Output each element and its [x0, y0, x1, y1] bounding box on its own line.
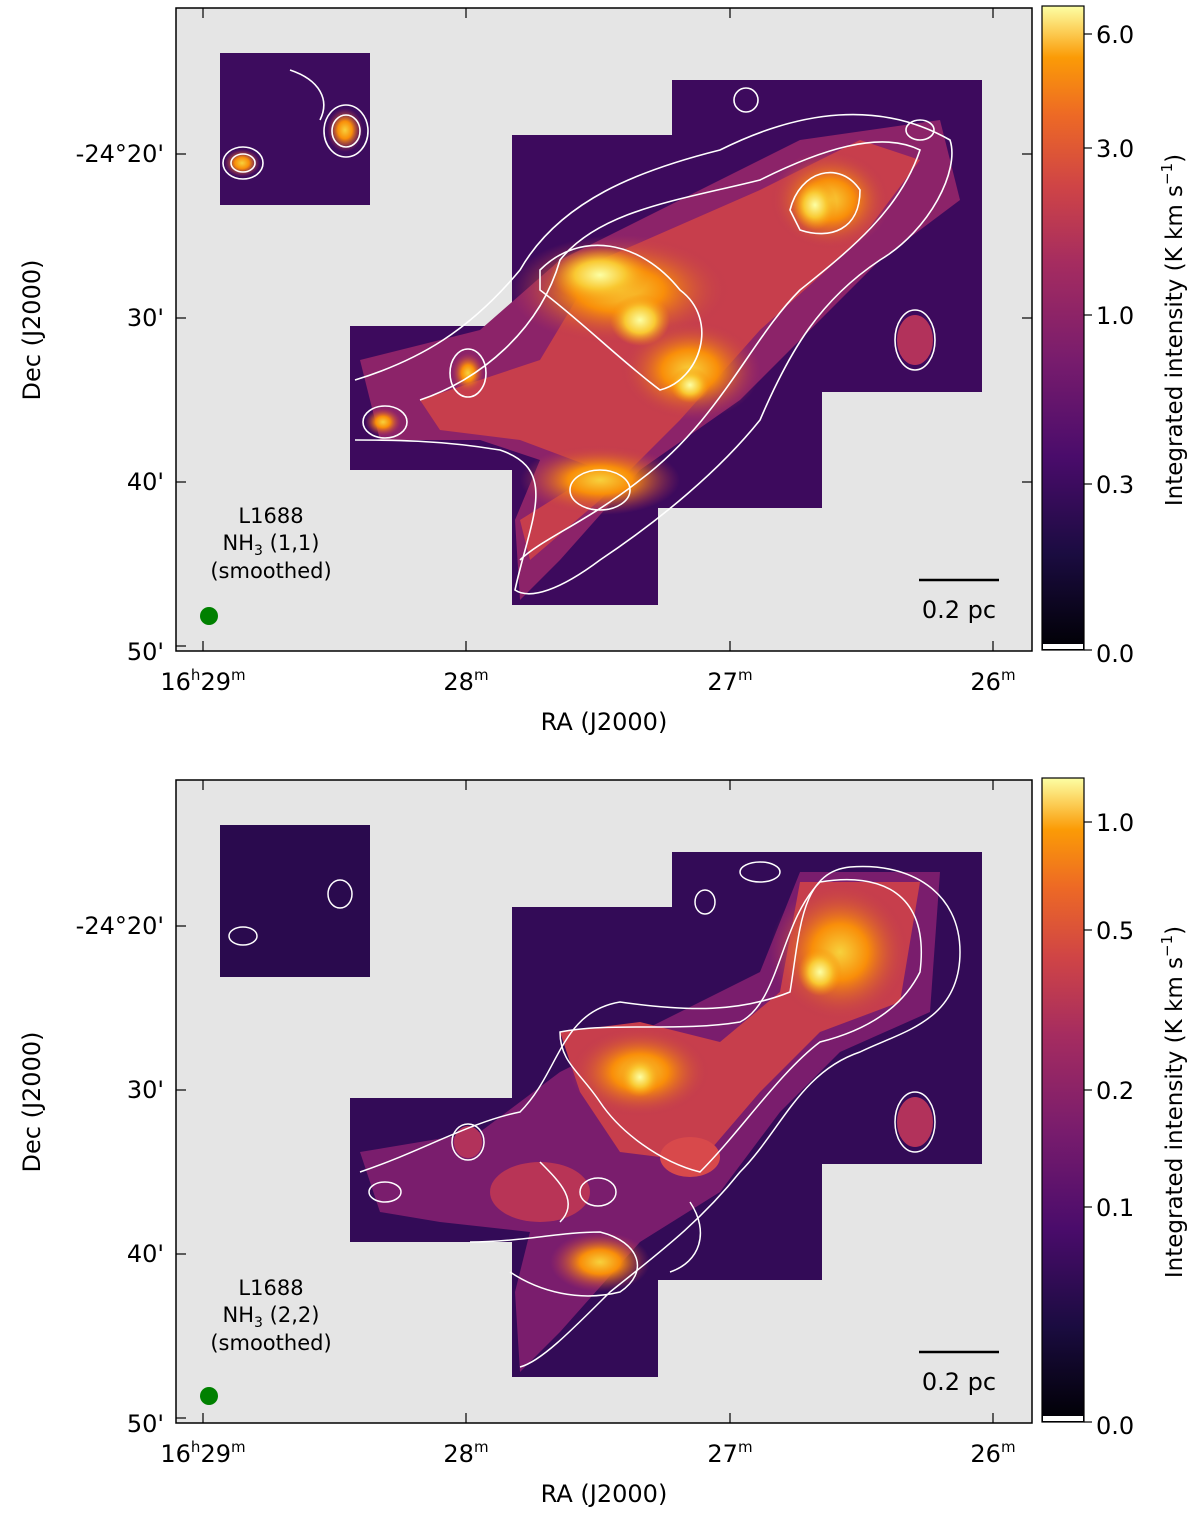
y-tick-label: 50' — [127, 638, 164, 666]
contours — [222, 69, 953, 595]
y-tick-label: -24°20' — [76, 140, 164, 168]
colorbar-label: Integrated intensity (K km s−1) — [1158, 154, 1188, 506]
y-axis-label: Dec (J2000) — [18, 1032, 46, 1173]
colorbar — [1041, 777, 1085, 1423]
colorbar — [1041, 5, 1085, 651]
y-tick-label: 50' — [127, 1410, 164, 1438]
scale-bar-label: 0.2 pc — [922, 596, 996, 624]
colorbar-tick: 0.3 — [1096, 471, 1134, 499]
x-tick-label: 16h29m — [160, 666, 245, 696]
x-tick-label: 28m — [443, 666, 488, 696]
panel-svg: 0.2 pc L1688 NH3 (2,2) (smoothed) 16h29m… — [18, 777, 1188, 1508]
x-axis-label: RA (J2000) — [541, 708, 668, 736]
x-tick-label: 16h29m — [160, 1438, 245, 1468]
x-tick-label: 27m — [707, 666, 752, 696]
label-smoothed: (smoothed) — [210, 559, 331, 583]
beam-marker — [200, 607, 218, 625]
colorbar-tick: 0.2 — [1096, 1077, 1134, 1105]
x-tick-label: 26m — [970, 666, 1015, 696]
intensity-map — [220, 53, 982, 605]
x-axis-label: RA (J2000) — [541, 1480, 668, 1508]
colorbar-tick: 1.0 — [1096, 302, 1134, 330]
y-tick-label: 40' — [127, 1240, 164, 1268]
tick-marks — [176, 780, 994, 1423]
colorbar-tick: 0.0 — [1096, 640, 1134, 668]
x-tick-label: 26m — [970, 1438, 1015, 1468]
label-transition: NH3 (2,2) — [223, 1303, 320, 1331]
colorbar-tick: 0.1 — [1096, 1194, 1134, 1222]
label-transition: NH3 (1,1) — [223, 531, 320, 559]
scale-bar-label: 0.2 pc — [922, 1368, 996, 1396]
y-tick-label: 30' — [127, 304, 164, 332]
label-smoothed: (smoothed) — [210, 1331, 331, 1355]
y-tick-label: -24°20' — [76, 912, 164, 940]
colorbar-tick: 3.0 — [1096, 135, 1134, 163]
y-tick-label: 30' — [127, 1076, 164, 1104]
colorbar-tick: 0.5 — [1096, 917, 1134, 945]
beam-marker — [200, 1387, 218, 1405]
label-source: L1688 — [238, 504, 303, 528]
y-axis-label: Dec (J2000) — [18, 260, 46, 401]
colorbar-tick: 0.0 — [1096, 1412, 1134, 1440]
panel-nh3-11: 0.2 pc L1688 NH3 (1,1) (smoothed) 16h29m… — [0, 0, 1200, 756]
y-tick-label: 40' — [127, 468, 164, 496]
panel-nh3-22: 0.2 pc L1688 NH3 (2,2) (smoothed) 16h29m… — [0, 772, 1200, 1528]
colorbar-tick: 1.0 — [1096, 809, 1134, 837]
colorbar-tick: 6.0 — [1096, 21, 1134, 49]
x-tick-label: 28m — [443, 1438, 488, 1468]
panel-svg: 0.2 pc L1688 NH3 (1,1) (smoothed) 16h29m… — [18, 5, 1188, 736]
label-source: L1688 — [238, 1276, 303, 1300]
intensity-map — [220, 825, 982, 1377]
colorbar-label: Integrated intensity (K km s−1) — [1158, 926, 1188, 1278]
tick-marks — [176, 8, 1032, 651]
contours — [228, 861, 961, 1368]
x-tick-label: 27m — [707, 1438, 752, 1468]
